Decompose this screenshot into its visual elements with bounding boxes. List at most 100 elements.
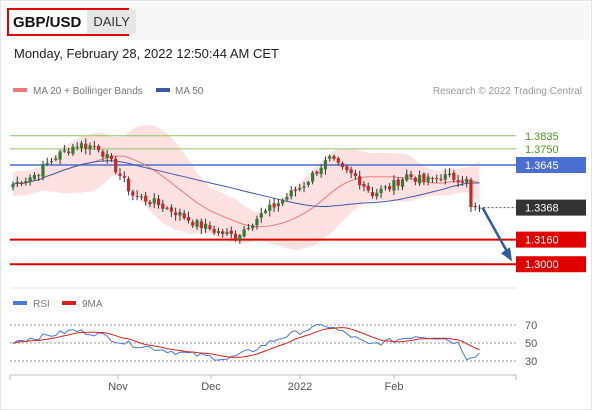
candle <box>182 209 186 220</box>
candle <box>452 170 456 183</box>
rsi-line <box>12 323 480 361</box>
candle <box>135 190 139 201</box>
candle <box>298 183 302 192</box>
candle <box>422 172 426 186</box>
candle <box>11 181 15 191</box>
level-label-resistance: 1.3750 <box>525 144 559 156</box>
candle <box>443 168 447 185</box>
level-tag-last <box>516 199 586 216</box>
candle <box>306 180 310 188</box>
candle <box>165 206 169 211</box>
candle <box>246 223 250 231</box>
candle <box>251 223 255 231</box>
candle <box>332 154 336 161</box>
candle <box>49 157 54 165</box>
candle <box>477 204 482 212</box>
candle <box>41 160 45 181</box>
candle <box>315 170 319 177</box>
symbol-box[interactable]: GBP/USD DAILY <box>7 8 136 36</box>
ma9-legend-swatch <box>62 301 76 305</box>
rsi-panel: 70 50 30 <box>10 320 537 368</box>
candle <box>383 184 387 191</box>
candle <box>178 208 182 221</box>
candle <box>126 176 131 196</box>
candle <box>233 230 238 242</box>
candle <box>460 175 464 186</box>
level-tag-support <box>516 231 586 248</box>
candle <box>32 172 36 181</box>
candle <box>289 186 293 200</box>
candle <box>208 221 212 231</box>
candle <box>19 181 24 187</box>
candle <box>430 176 435 183</box>
candle <box>37 173 41 181</box>
candle <box>465 176 469 188</box>
candle <box>473 202 477 211</box>
candle <box>122 171 126 183</box>
candle <box>396 177 400 191</box>
candle <box>186 211 191 224</box>
candle <box>370 187 375 199</box>
candle <box>204 218 208 233</box>
candle <box>229 226 233 239</box>
candle <box>58 149 62 165</box>
candle <box>358 170 362 190</box>
candle <box>144 191 148 206</box>
candle <box>156 195 161 209</box>
candle <box>79 140 84 153</box>
candle <box>67 147 71 156</box>
candle <box>276 199 280 212</box>
candle <box>139 193 143 201</box>
candle <box>388 183 392 192</box>
time-tick-label: Feb <box>385 381 404 393</box>
candle <box>114 156 118 175</box>
candle <box>255 215 259 230</box>
candle <box>101 149 105 162</box>
ma50-legend-label: MA 50 <box>175 86 204 97</box>
candle <box>45 157 49 166</box>
candle <box>336 156 340 166</box>
candle <box>174 207 178 221</box>
candle <box>268 199 272 217</box>
candle <box>456 175 460 187</box>
candle <box>84 138 88 155</box>
candle <box>71 143 75 157</box>
candle <box>272 198 276 213</box>
level-label-support: 1.3000 <box>525 259 559 271</box>
candle <box>191 219 195 229</box>
projection-arrow <box>481 207 512 262</box>
candle <box>375 188 379 200</box>
candle <box>62 145 66 153</box>
candle <box>242 225 246 238</box>
ma20-legend-label: MA 20 + Bollinger Bands <box>33 86 143 97</box>
candle <box>349 166 353 179</box>
candle <box>28 174 32 186</box>
bollinger-band-area <box>13 124 480 250</box>
candle <box>405 169 409 182</box>
candle <box>319 164 323 178</box>
forecast-arrow-head <box>501 247 512 262</box>
candle <box>221 228 225 238</box>
candle <box>161 199 165 212</box>
timeframe-label[interactable]: DAILY <box>87 10 136 34</box>
forecast-arrow-shaft <box>481 207 510 254</box>
candle <box>285 193 289 202</box>
ma50-line <box>12 160 480 207</box>
ma20-legend-swatch <box>13 88 27 92</box>
candle <box>409 171 413 180</box>
candle <box>392 175 396 195</box>
candle <box>447 168 452 178</box>
level-tag-pivot <box>516 157 586 173</box>
candle <box>97 144 101 153</box>
time-tick-label: 2022 <box>288 381 312 393</box>
candle <box>148 199 152 208</box>
rsi-level-label: 50 <box>525 338 537 350</box>
candle <box>88 142 92 156</box>
rsi-level-label: 30 <box>525 356 537 368</box>
candle <box>345 164 349 174</box>
legend: MA 20 + Bollinger Bands MA 50 Research ©… <box>13 86 582 97</box>
candle <box>293 186 298 197</box>
candle <box>212 225 216 235</box>
candle <box>323 156 328 175</box>
